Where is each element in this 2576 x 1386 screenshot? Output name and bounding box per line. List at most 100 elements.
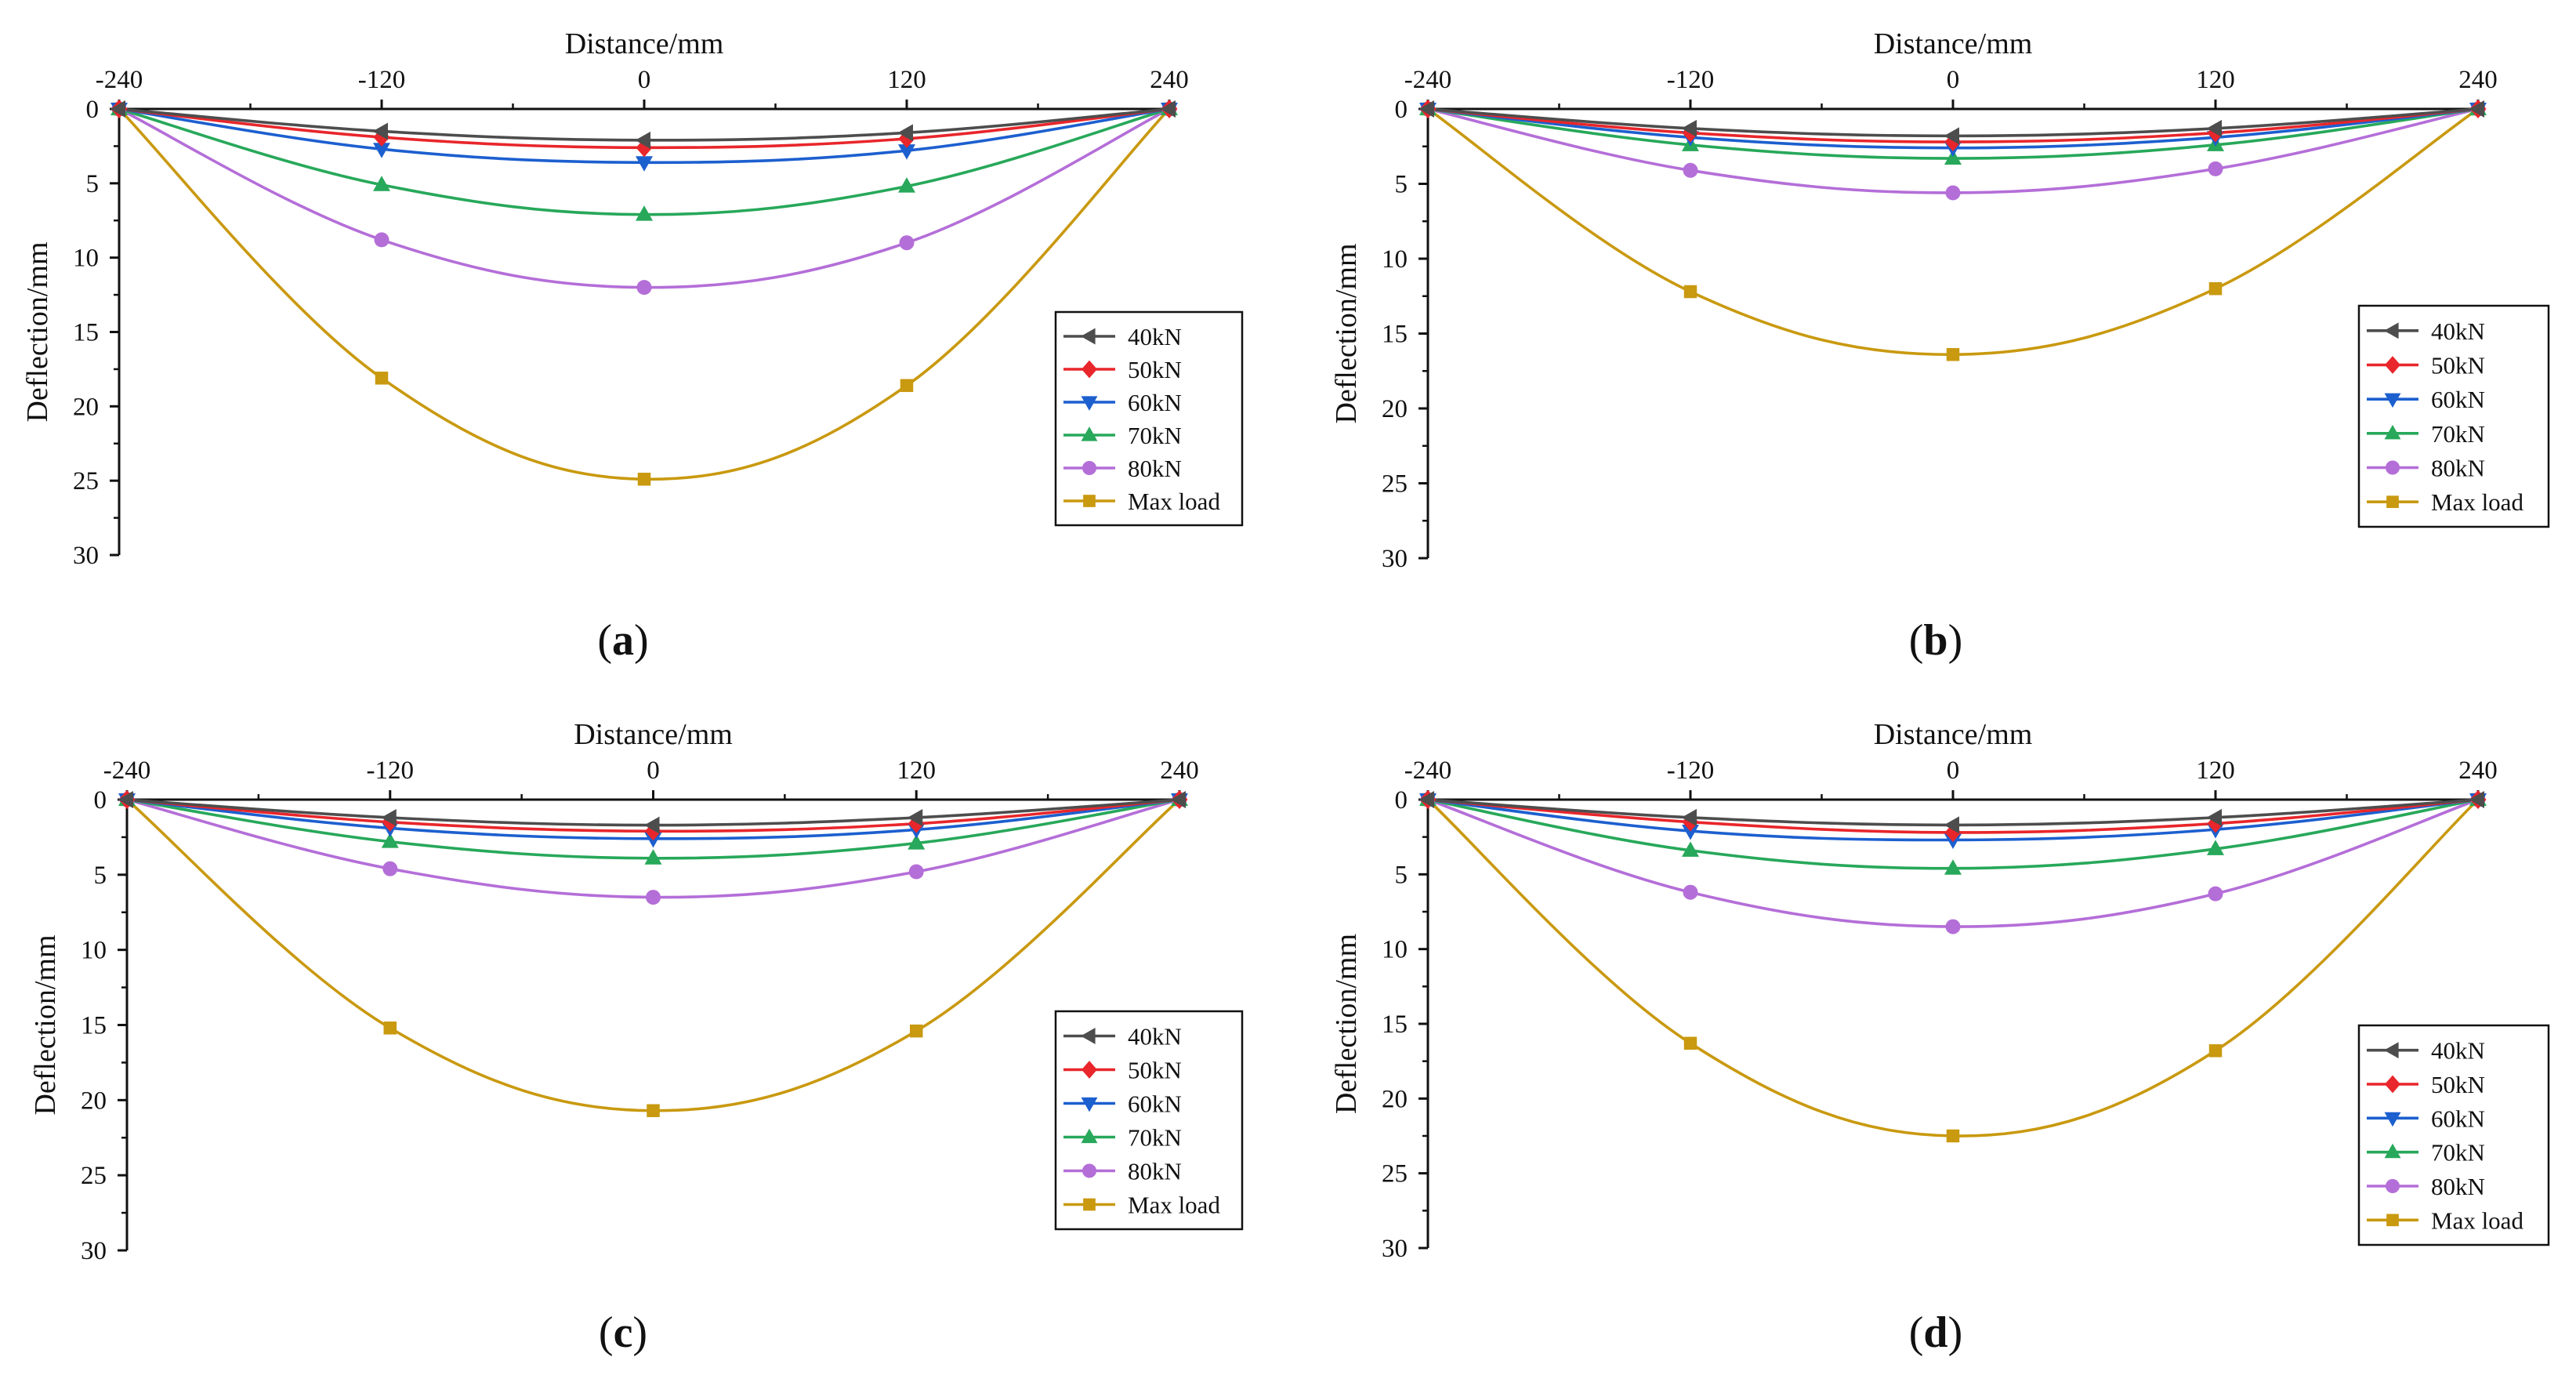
legend-label: 60kN bbox=[2431, 386, 2485, 413]
x-tick-label: 0 bbox=[647, 756, 660, 785]
x-tick-label: 120 bbox=[2196, 66, 2235, 94]
data-point bbox=[2206, 119, 2222, 137]
chart-panel-d: -240 -120 0 120 240 0 5 10 15 20 25 30 Distance/mm De… bbox=[1330, 718, 2550, 1357]
y-tick-label: 0 bbox=[86, 96, 100, 124]
data-point bbox=[1945, 919, 1961, 934]
data-point bbox=[1945, 185, 1961, 201]
legend-marker bbox=[2386, 495, 2399, 509]
legend-label: 70kN bbox=[2431, 1139, 2485, 1166]
legend-label: 40kN bbox=[2431, 1037, 2485, 1065]
legend-label: 50kN bbox=[1128, 1057, 1182, 1084]
y-tick-label: 20 bbox=[81, 1087, 107, 1115]
legend-box bbox=[2357, 1024, 2550, 1246]
x-tick-label: 0 bbox=[1947, 756, 1960, 785]
legend-label: 40kN bbox=[2431, 317, 2485, 345]
data-point bbox=[1160, 100, 1176, 118]
legend-marker bbox=[2385, 356, 2400, 374]
y-tick-label: 0 bbox=[94, 786, 107, 815]
legend-marker bbox=[1083, 495, 1096, 507]
chart-panel-c: -240 -120 0 120 240 0 5 10 15 20 25 30 Distance/mm De… bbox=[29, 718, 1244, 1357]
x-tick-label: 120 bbox=[887, 66, 926, 94]
legend-label: 50kN bbox=[1128, 356, 1182, 383]
x-tick-label: 240 bbox=[1160, 756, 1199, 785]
x-tick-label: -120 bbox=[1667, 756, 1715, 785]
data-point bbox=[374, 232, 389, 248]
chart-panel-a: -240 -120 0 120 240 0 5 10 15 20 25 30 Distance/mm De… bbox=[21, 27, 1244, 665]
y-axis-title: Deflection/mm bbox=[1330, 934, 1363, 1114]
legend-marker bbox=[2384, 322, 2399, 339]
data-point bbox=[382, 861, 398, 876]
data-point bbox=[899, 235, 915, 251]
legend-marker bbox=[1083, 1198, 1096, 1211]
x-tick-label: -120 bbox=[358, 66, 406, 94]
data-point bbox=[2206, 808, 2222, 826]
legend-marker bbox=[1081, 328, 1096, 345]
x-tick-label: -240 bbox=[1404, 66, 1452, 94]
legend-marker bbox=[2385, 460, 2400, 475]
y-tick-label: 15 bbox=[1382, 321, 1408, 349]
y-tick-label: 25 bbox=[1382, 1160, 1408, 1188]
legend-label: 50kN bbox=[2431, 1071, 2485, 1098]
legend-marker bbox=[1081, 1028, 1096, 1044]
x-tick-label: -240 bbox=[96, 66, 143, 94]
data-point bbox=[2469, 791, 2484, 808]
legend-marker bbox=[2384, 424, 2401, 440]
x-tick-label: 120 bbox=[897, 756, 937, 785]
legend-marker bbox=[1081, 1061, 1097, 1079]
legend-marker bbox=[2386, 1214, 2399, 1227]
legend-box bbox=[2357, 304, 2550, 528]
x-tick-label: -240 bbox=[103, 756, 151, 785]
data-point bbox=[1944, 149, 1962, 165]
data-point bbox=[2469, 100, 2484, 118]
data-point bbox=[2208, 886, 2223, 902]
x-tick-label: -120 bbox=[1667, 66, 1715, 94]
y-tick-label: 5 bbox=[1395, 171, 1408, 199]
legend-label: Max load bbox=[1128, 488, 1220, 515]
y-tick-label: 10 bbox=[81, 937, 107, 965]
x-tick-label: 0 bbox=[1947, 66, 1960, 94]
y-tick-label: 20 bbox=[1382, 395, 1408, 423]
y-tick-label: 20 bbox=[1382, 1085, 1408, 1113]
y-tick-label: 25 bbox=[81, 1162, 107, 1190]
y-tick-label: 10 bbox=[1382, 936, 1408, 964]
x-axis-title: Distance/mm bbox=[574, 718, 733, 751]
legend-marker bbox=[1081, 396, 1098, 411]
data-point bbox=[636, 280, 652, 296]
chart-panel-b: -240 -120 0 120 240 0 5 10 15 20 25 30 Distance/mm De… bbox=[1330, 27, 2550, 665]
y-tick-label: 5 bbox=[86, 170, 100, 198]
panel-label: (d) bbox=[1909, 1308, 1962, 1357]
data-point bbox=[1946, 1129, 1960, 1143]
y-tick-label: 10 bbox=[1382, 245, 1408, 274]
data-point bbox=[373, 143, 390, 158]
y-tick-label: 30 bbox=[73, 542, 99, 570]
legend-label: 60kN bbox=[1128, 389, 1182, 416]
data-point bbox=[1683, 162, 1698, 178]
data-point bbox=[900, 379, 914, 393]
legend-label: Max load bbox=[2431, 1206, 2523, 1234]
data-point bbox=[375, 372, 389, 385]
legend-box bbox=[1054, 1010, 1244, 1231]
legend-marker bbox=[2384, 1112, 2401, 1127]
data-point bbox=[636, 205, 653, 221]
legend-label: 60kN bbox=[2431, 1105, 2485, 1132]
data-point bbox=[635, 131, 650, 149]
data-point bbox=[636, 156, 653, 172]
legend-label: Max load bbox=[2431, 488, 2523, 516]
data-point bbox=[1170, 791, 1186, 808]
legend-label: 70kN bbox=[1128, 1124, 1182, 1152]
x-tick-label: -120 bbox=[367, 756, 415, 785]
legend-marker bbox=[1081, 1163, 1097, 1178]
data-point bbox=[381, 833, 399, 848]
legend-label: 80kN bbox=[1128, 1158, 1182, 1185]
data-point bbox=[373, 176, 390, 191]
x-axis-title: Distance/mm bbox=[1874, 27, 2033, 60]
data-point bbox=[2208, 281, 2223, 296]
data-point bbox=[2207, 840, 2224, 855]
y-tick-label: 25 bbox=[1382, 470, 1408, 499]
data-point bbox=[1683, 884, 1698, 900]
legend-marker bbox=[1081, 360, 1097, 379]
y-tick-label: 0 bbox=[1395, 786, 1408, 815]
y-tick-label: 5 bbox=[94, 862, 107, 890]
legend-marker bbox=[2385, 1178, 2400, 1194]
data-point bbox=[1681, 119, 1697, 137]
